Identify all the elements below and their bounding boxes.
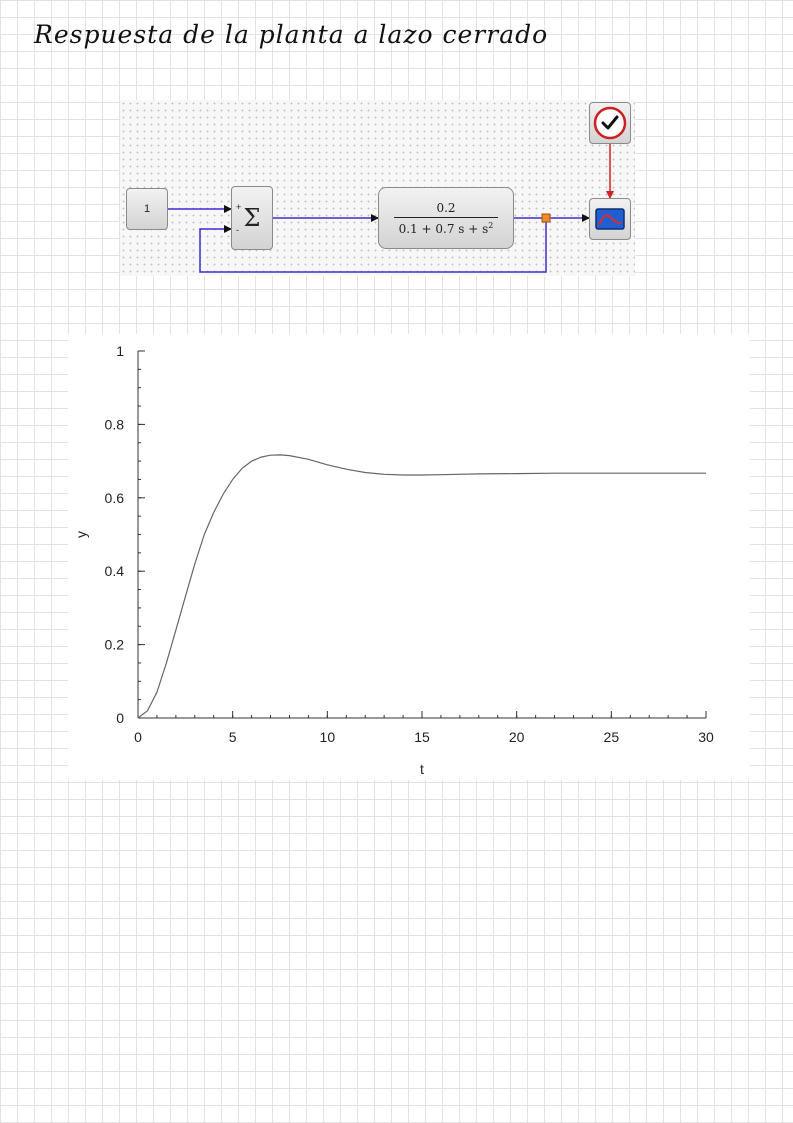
tf-fraction-bar xyxy=(394,216,498,218)
wire-feedback xyxy=(199,218,547,273)
tf-denominator-exponent: 2 xyxy=(488,220,494,230)
x-tick-label: 10 xyxy=(320,729,336,745)
clock-block[interactable] xyxy=(589,102,631,144)
chart-panel: 0 5 10 15 20 25 30 0 0.2 0.4 0.6 0.8 1 t y xyxy=(68,334,750,780)
y-tick-label: 0 xyxy=(116,710,124,726)
clock-icon xyxy=(593,106,627,140)
tf-denominator-main: 0.1 + 0.7 s + s xyxy=(398,221,489,236)
block-diagram: 1 + - Σ 0.2 0.1 + 0.7 s + s2 xyxy=(120,100,635,276)
split-point xyxy=(541,213,551,223)
x-tick-label: 5 xyxy=(229,729,237,745)
scope-block[interactable] xyxy=(589,198,631,240)
constant-value: 1 xyxy=(143,203,151,215)
series-line xyxy=(137,454,706,719)
response-chart: 0 5 10 15 20 25 30 0 0.2 0.4 0.6 0.8 1 t y xyxy=(73,343,714,777)
sum-plus-sign: + xyxy=(236,202,242,212)
y-tick-label: 0.8 xyxy=(105,416,125,432)
x-axis-label: t xyxy=(420,761,424,777)
scope-icon xyxy=(595,208,625,230)
x-tick-label: 25 xyxy=(604,729,620,745)
transfer-function-block[interactable]: 0.2 0.1 + 0.7 s + s2 xyxy=(378,187,514,249)
ticks-group: 0 5 10 15 20 25 30 0 0.2 0.4 0.6 0.8 1 xyxy=(105,343,714,745)
y-tick-label: 0.4 xyxy=(105,563,125,579)
x-tick-label: 20 xyxy=(509,729,525,745)
tf-numerator: 0.2 xyxy=(436,200,456,215)
axes-group xyxy=(137,351,706,719)
tf-denominator: 0.1 + 0.7 s + s2 xyxy=(399,218,494,236)
x-tick-label: 15 xyxy=(414,729,430,745)
y-axis-label: y xyxy=(73,531,89,538)
y-tick-label: 0.6 xyxy=(105,490,125,506)
sum-symbol: Σ xyxy=(243,204,261,232)
y-tick-label: 0.2 xyxy=(105,637,125,653)
x-tick-label: 0 xyxy=(134,729,142,745)
y-tick-label: 1 xyxy=(116,343,124,359)
x-tick-label: 30 xyxy=(698,729,714,745)
sum-minus-sign: - xyxy=(236,225,239,235)
series-group xyxy=(137,454,706,719)
sum-block[interactable]: + - Σ xyxy=(231,186,273,250)
page-heading: Respuesta de la planta a lazo cerrado xyxy=(34,20,549,49)
diagram-wires xyxy=(168,144,614,273)
constant-block[interactable]: 1 xyxy=(126,188,168,230)
